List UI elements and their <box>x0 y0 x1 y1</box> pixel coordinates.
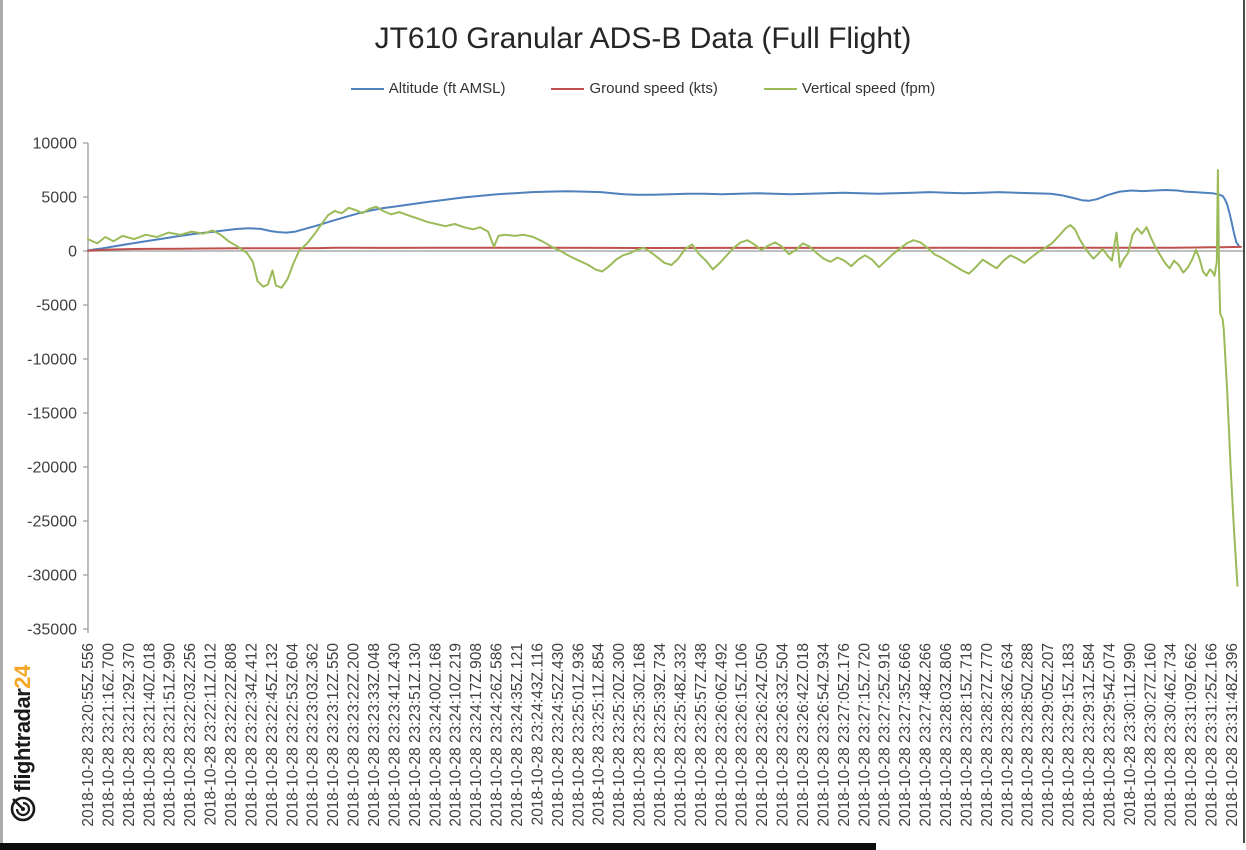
x-axis-tick-label: 2018-10-28 23:24:35Z.121 <box>509 643 526 827</box>
y-axis-tick-label: -25000 <box>27 514 77 531</box>
x-axis-tick-label: 2018-10-28 23:21:29Z.370 <box>121 643 138 827</box>
legend-item-altitude: Altitude (ft AMSL) <box>350 80 506 97</box>
x-axis-tick-label: 2018-10-28 23:22:45Z.132 <box>264 643 281 827</box>
radar-logo-icon <box>10 796 36 822</box>
series-line-ground-speed <box>87 245 1242 252</box>
y-axis-tick-label: -10000 <box>27 352 77 369</box>
x-axis-tick-label: 2018-10-28 23:23:12Z.550 <box>325 643 342 827</box>
bottom-scrollbar-thumb <box>0 843 876 850</box>
x-axis-tick-label: 2018-10-28 23:28:15Z.718 <box>958 643 975 827</box>
x-axis-tick-label: 2018-10-28 23:27:25Z.916 <box>877 643 894 827</box>
legend-label-altitude: Altitude (ft AMSL) <box>388 80 506 97</box>
x-axis-tick-label: 2018-10-28 23:27:15Z.720 <box>856 643 873 827</box>
x-axis-tick-label: 2018-10-28 23:30:11Z.990 <box>1122 643 1139 826</box>
legend-label-ground-speed: Ground speed (kts) <box>589 80 718 97</box>
x-axis-tick-label: 2018-10-28 23:21:51Z.990 <box>162 643 179 827</box>
y-axis-tick-label: -35000 <box>27 622 77 639</box>
y-axis-tick-label: -30000 <box>27 568 77 585</box>
x-axis-tick-label: 2018-10-28 23:31:48Z.396 <box>1224 643 1241 827</box>
altitude-line-swatch <box>350 87 384 90</box>
x-axis-tick-label: 2018-10-28 23:24:52Z.430 <box>550 643 567 827</box>
legend-label-vertical-speed: Vertical speed (fpm) <box>801 80 936 97</box>
x-axis-tick-label: 2018-10-28 23:29:15Z.183 <box>1061 643 1078 827</box>
x-axis-tick-label: 2018-10-28 23:24:43Z.116 <box>529 643 546 825</box>
x-axis-tick-label: 2018-10-28 23:31:25Z.166 <box>1204 643 1221 827</box>
x-axis-tick-label: 2018-10-28 23:26:42Z.018 <box>795 643 812 827</box>
x-axis-tick-label: 2018-10-28 23:24:26Z.586 <box>489 643 506 827</box>
ground-speed-line-swatch <box>551 87 585 90</box>
x-axis-tick-label: 2018-10-28 23:22:03Z.256 <box>182 643 199 827</box>
y-axis-tick-label: 10000 <box>33 136 78 153</box>
x-axis-tick-label: 2018-10-28 23:25:30Z.168 <box>632 643 649 827</box>
x-axis-tick-label: 2018-10-28 23:26:06Z.492 <box>713 643 730 827</box>
x-axis-tick-label: 2018-10-28 23:23:22Z.200 <box>346 643 363 827</box>
window-left-border <box>0 0 3 843</box>
x-axis-tick-label: 2018-10-28 23:22:53Z.604 <box>284 643 301 827</box>
x-axis-tick-label: 2018-10-28 23:26:33Z.504 <box>775 643 792 827</box>
x-axis-tick-label: 2018-10-28 23:26:54Z.934 <box>815 643 832 827</box>
series-line-vertical-speed <box>87 169 1239 587</box>
x-axis-tick-label: 2018-10-28 23:28:03Z.806 <box>938 643 955 827</box>
series-line-altitude <box>87 189 1240 252</box>
chart-legend: Altitude (ft AMSL) Ground speed (kts) Ve… <box>88 80 1198 97</box>
x-axis-tick-label: 2018-10-28 23:21:16Z.700 <box>100 643 117 827</box>
x-axis-tick-label: 2018-10-28 23:25:39Z.734 <box>652 643 669 827</box>
x-axis-tick-label: 2018-10-28 23:24:10Z.219 <box>448 643 465 827</box>
x-axis-tick-label: 2018-10-28 23:28:50Z.288 <box>1020 643 1037 827</box>
x-axis-tick-label: 2018-10-28 23:28:36Z.634 <box>999 643 1016 827</box>
x-axis-tick-label: 2018-10-28 23:27:35Z.666 <box>897 643 914 827</box>
y-axis-tick-label: -15000 <box>27 406 77 423</box>
x-axis-tick-label: 2018-10-28 23:26:15Z.106 <box>734 643 751 827</box>
window-right-border <box>1243 0 1245 843</box>
x-axis-tick-label: 2018-10-28 23:29:05Z.207 <box>1040 643 1057 827</box>
x-axis-tick-label: 2018-10-28 23:23:03Z.362 <box>305 643 322 827</box>
x-axis-tick-label: 2018-10-28 23:29:54Z.074 <box>1101 643 1118 827</box>
x-axis-tick-label: 2018-10-28 23:25:20Z.300 <box>611 643 628 827</box>
x-axis-tick-label: 2018-10-28 23:27:05Z.176 <box>836 643 853 827</box>
x-axis-tick-label: 2018-10-28 23:27:48Z.266 <box>918 643 935 827</box>
x-axis-tick-label: 2018-10-28 23:24:00Z.168 <box>427 643 444 827</box>
flightradar24-watermark: flightradar24 <box>10 647 36 822</box>
x-axis-tick-label: 2018-10-28 23:30:27Z.160 <box>1142 643 1159 827</box>
legend-item-vertical-speed: Vertical speed (fpm) <box>763 80 936 97</box>
x-axis-tick-label: 2018-10-28 23:31:09Z.662 <box>1183 643 1200 827</box>
y-axis-tick-label: 0 <box>68 244 77 261</box>
x-axis-tick-label: 2018-10-28 23:24:17Z.908 <box>468 643 485 827</box>
x-axis-tick-label: 2018-10-28 23:30:46Z.734 <box>1163 643 1180 827</box>
x-axis-tick-label: 2018-10-28 23:23:33Z.048 <box>366 643 383 827</box>
x-axis-tick-label: 2018-10-28 23:23:51Z.130 <box>407 643 424 827</box>
x-axis-tick-label: 2018-10-28 23:25:57Z.438 <box>693 643 710 827</box>
y-axis-tick-label: -5000 <box>36 298 77 315</box>
legend-item-ground-speed: Ground speed (kts) <box>551 80 718 97</box>
x-axis-tick-label: 2018-10-28 23:28:27Z.770 <box>979 643 996 827</box>
x-axis-tick-label: 2018-10-28 23:20:55Z.556 <box>80 643 97 827</box>
x-axis-tick-label: 2018-10-28 23:21:40Z.018 <box>141 643 158 827</box>
x-axis-tick-label: 2018-10-28 23:25:48Z.332 <box>672 643 689 827</box>
vertical-speed-line-swatch <box>763 87 797 90</box>
y-axis-tick-label: 5000 <box>41 190 77 207</box>
watermark-brand-text: flightradar24 <box>10 665 35 792</box>
chart-title: JT610 Granular ADS-B Data (Full Flight) <box>374 22 912 55</box>
x-axis-tick-label: 2018-10-28 23:22:34Z.412 <box>243 643 260 827</box>
x-axis-tick-label: 2018-10-28 23:25:11Z.854 <box>591 643 608 826</box>
x-axis-tick-label: 2018-10-28 23:22:11Z.012 <box>203 643 220 825</box>
x-axis-tick-label: 2018-10-28 23:29:31Z.584 <box>1081 643 1098 827</box>
x-axis-tick-label: 2018-10-28 23:26:24Z.050 <box>754 643 771 827</box>
x-axis-tick-label: 2018-10-28 23:25:01Z.936 <box>570 643 587 827</box>
y-axis-tick-label: -20000 <box>27 460 77 477</box>
x-axis-tick-label: 2018-10-28 23:23:41Z.430 <box>386 643 403 827</box>
x-axis-tick-label: 2018-10-28 23:22:22Z.808 <box>223 643 240 827</box>
